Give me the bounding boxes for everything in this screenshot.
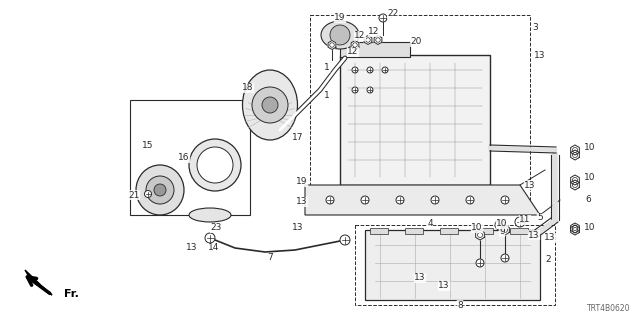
Circle shape bbox=[352, 87, 358, 93]
Polygon shape bbox=[500, 225, 509, 235]
Circle shape bbox=[396, 196, 404, 204]
Circle shape bbox=[515, 217, 525, 227]
Text: 17: 17 bbox=[292, 133, 304, 142]
Text: 15: 15 bbox=[142, 140, 154, 149]
Text: Fr.: Fr. bbox=[64, 289, 79, 299]
Text: 13: 13 bbox=[186, 244, 198, 252]
Text: 13: 13 bbox=[524, 180, 536, 189]
Text: 13: 13 bbox=[544, 234, 556, 243]
Polygon shape bbox=[25, 270, 52, 295]
Ellipse shape bbox=[189, 139, 241, 191]
Bar bbox=[340, 55, 490, 185]
Text: 13: 13 bbox=[528, 230, 540, 239]
Text: 21: 21 bbox=[128, 190, 140, 199]
Text: 10: 10 bbox=[584, 173, 596, 182]
Text: 1: 1 bbox=[324, 63, 330, 73]
Text: 11: 11 bbox=[519, 215, 531, 225]
Text: 10: 10 bbox=[471, 223, 483, 233]
Circle shape bbox=[501, 196, 509, 204]
Text: 2: 2 bbox=[545, 255, 551, 265]
Text: 10: 10 bbox=[584, 223, 596, 233]
Polygon shape bbox=[364, 36, 372, 44]
Circle shape bbox=[252, 87, 288, 123]
Text: 10: 10 bbox=[584, 143, 596, 153]
Text: 14: 14 bbox=[208, 244, 220, 252]
Circle shape bbox=[466, 196, 474, 204]
Bar bbox=[440, 228, 458, 234]
Ellipse shape bbox=[197, 147, 233, 183]
Ellipse shape bbox=[136, 165, 184, 215]
Text: 19: 19 bbox=[334, 13, 346, 22]
Text: 23: 23 bbox=[211, 223, 221, 233]
Text: 9: 9 bbox=[499, 228, 505, 236]
Text: 18: 18 bbox=[243, 84, 253, 92]
Polygon shape bbox=[571, 175, 579, 185]
Circle shape bbox=[330, 25, 350, 45]
Polygon shape bbox=[571, 145, 579, 155]
Circle shape bbox=[495, 220, 505, 230]
Circle shape bbox=[476, 259, 484, 267]
Polygon shape bbox=[571, 180, 579, 190]
Text: 8: 8 bbox=[457, 300, 463, 309]
Circle shape bbox=[367, 67, 373, 73]
Bar bbox=[510, 228, 528, 234]
Text: 20: 20 bbox=[410, 37, 422, 46]
Polygon shape bbox=[351, 41, 359, 50]
Text: 1: 1 bbox=[324, 91, 330, 100]
Bar bbox=[355, 225, 555, 305]
Circle shape bbox=[145, 190, 152, 197]
Text: 6: 6 bbox=[585, 196, 591, 204]
Text: 5: 5 bbox=[537, 213, 543, 222]
Text: 12: 12 bbox=[348, 47, 358, 57]
Circle shape bbox=[262, 97, 278, 113]
Text: 13: 13 bbox=[414, 274, 426, 283]
Circle shape bbox=[326, 196, 334, 204]
Circle shape bbox=[367, 87, 373, 93]
Polygon shape bbox=[476, 230, 484, 240]
Circle shape bbox=[352, 67, 358, 73]
Bar bbox=[130, 100, 250, 215]
Text: TRT4B0620: TRT4B0620 bbox=[586, 304, 630, 313]
Ellipse shape bbox=[243, 70, 298, 140]
Circle shape bbox=[154, 184, 166, 196]
Bar bbox=[405, 228, 423, 234]
Circle shape bbox=[501, 254, 509, 262]
Ellipse shape bbox=[321, 21, 359, 49]
Text: 13: 13 bbox=[292, 223, 304, 233]
Circle shape bbox=[361, 196, 369, 204]
Text: 12: 12 bbox=[355, 31, 365, 41]
Bar bbox=[365, 230, 540, 300]
Text: 4: 4 bbox=[427, 220, 433, 228]
Bar bbox=[475, 228, 493, 234]
Circle shape bbox=[340, 235, 350, 245]
Polygon shape bbox=[374, 36, 382, 44]
Text: 10: 10 bbox=[496, 220, 508, 228]
Text: 19: 19 bbox=[296, 178, 308, 187]
Polygon shape bbox=[328, 41, 336, 50]
Polygon shape bbox=[571, 223, 579, 233]
Circle shape bbox=[431, 196, 439, 204]
Text: 12: 12 bbox=[368, 28, 380, 36]
Text: 3: 3 bbox=[532, 23, 538, 33]
Text: 13: 13 bbox=[296, 197, 308, 206]
Text: 16: 16 bbox=[179, 154, 189, 163]
Circle shape bbox=[382, 67, 388, 73]
Bar bbox=[340, 42, 410, 57]
Text: 13: 13 bbox=[534, 51, 546, 60]
Polygon shape bbox=[305, 185, 540, 215]
Ellipse shape bbox=[189, 208, 231, 222]
Polygon shape bbox=[571, 225, 579, 235]
Text: 13: 13 bbox=[438, 282, 450, 291]
Circle shape bbox=[146, 176, 174, 204]
Bar bbox=[310, 15, 530, 205]
Text: 7: 7 bbox=[267, 253, 273, 262]
Text: 22: 22 bbox=[387, 10, 399, 19]
Polygon shape bbox=[571, 150, 579, 160]
Circle shape bbox=[379, 14, 387, 22]
Bar bbox=[370, 228, 388, 234]
Circle shape bbox=[205, 233, 215, 243]
